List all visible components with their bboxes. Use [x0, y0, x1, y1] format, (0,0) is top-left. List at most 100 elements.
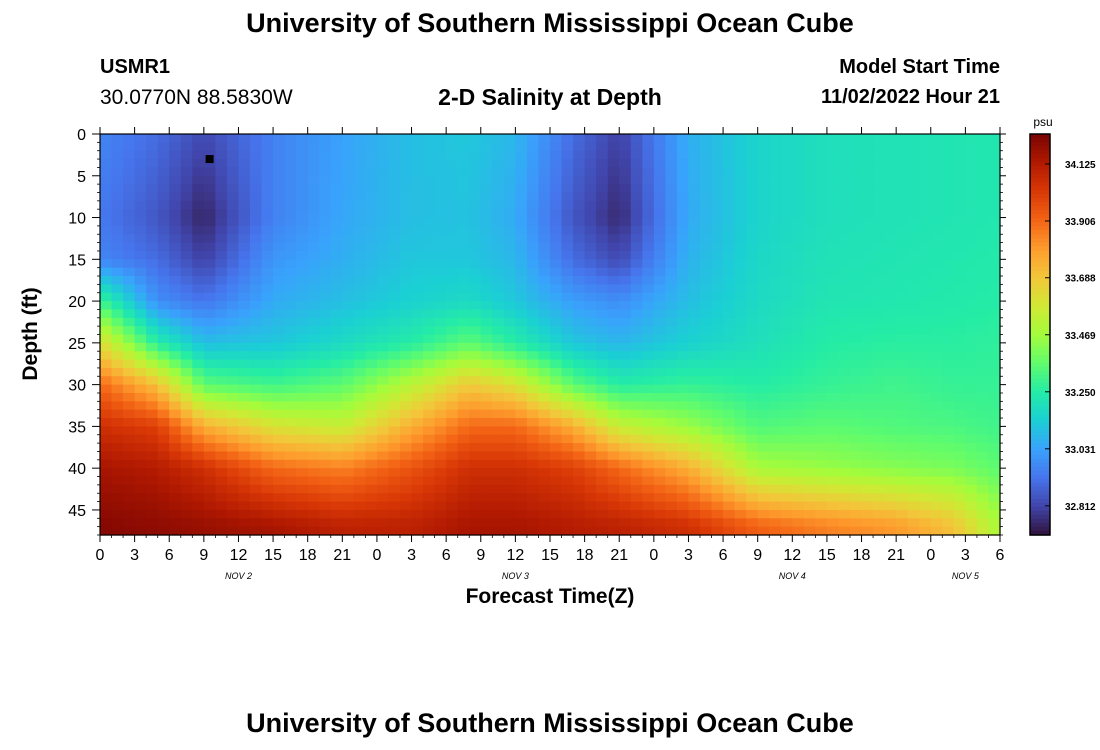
- heatmap-cell: [192, 250, 205, 260]
- x-tick-label: 6: [165, 547, 174, 564]
- heatmap-cell: [884, 401, 897, 411]
- heatmap-cell: [815, 484, 828, 494]
- heatmap-cell: [261, 434, 274, 444]
- colorbar-swatch: [1030, 506, 1050, 512]
- heatmap-cell: [111, 284, 124, 294]
- heatmap-cell: [134, 392, 147, 402]
- heatmap-cell: [850, 150, 863, 160]
- heatmap-cell: [180, 426, 193, 436]
- heatmap-cell: [630, 451, 643, 461]
- heatmap-cell: [503, 250, 516, 260]
- heatmap-cell: [803, 351, 816, 361]
- heatmap-cell: [826, 192, 840, 202]
- heatmap-cell: [965, 509, 978, 519]
- heatmap-cell: [619, 509, 632, 519]
- heatmap-cell: [653, 150, 666, 160]
- heatmap-cell: [642, 301, 655, 311]
- x-tick-label: 9: [199, 547, 208, 564]
- heatmap-cell: [942, 259, 955, 269]
- heatmap-cell: [769, 217, 782, 227]
- heatmap-cell: [850, 250, 863, 260]
- heatmap-cell: [953, 493, 966, 503]
- heatmap-cell: [273, 267, 286, 277]
- heatmap-cell: [526, 175, 540, 185]
- heatmap-cell: [353, 342, 366, 352]
- heatmap-cell: [965, 526, 978, 536]
- heatmap-cell: [803, 476, 816, 486]
- heatmap-cell: [180, 526, 193, 536]
- heatmap-cell: [942, 367, 955, 377]
- heatmap-cell: [757, 384, 770, 394]
- heatmap-cell: [100, 159, 113, 169]
- heatmap-cell: [850, 225, 863, 235]
- heatmap-cell: [492, 326, 505, 336]
- heatmap-cell: [365, 159, 378, 169]
- heatmap-cell: [296, 150, 309, 160]
- heatmap-cell: [838, 301, 851, 311]
- heatmap-cell: [700, 142, 713, 152]
- heatmap-cell: [342, 159, 355, 169]
- heatmap-cell: [676, 184, 690, 194]
- heatmap-cell: [930, 267, 943, 277]
- heatmap-cell: [630, 351, 643, 361]
- heatmap-cell: [526, 509, 540, 519]
- heatmap-cell: [988, 468, 1001, 478]
- heatmap-cell: [226, 426, 240, 436]
- heatmap-cell: [711, 150, 724, 160]
- colorbar-swatch: [1030, 234, 1050, 239]
- heatmap-cell: [423, 351, 436, 361]
- heatmap-cell: [376, 284, 390, 294]
- heatmap-cell: [734, 401, 747, 411]
- heatmap-cell: [573, 468, 586, 478]
- heatmap-cell: [792, 342, 805, 352]
- heatmap-cell: [734, 334, 747, 344]
- heatmap-cell: [653, 367, 666, 377]
- heatmap-cell: [203, 459, 216, 469]
- heatmap-cell: [400, 267, 413, 277]
- heatmap-cell: [503, 309, 516, 319]
- heatmap-cell: [988, 225, 1001, 235]
- heatmap-cell: [342, 259, 355, 269]
- heatmap-cell: [146, 426, 159, 436]
- colorbar-swatch: [1030, 394, 1050, 400]
- heatmap-cell: [388, 267, 401, 277]
- heatmap-cell: [619, 209, 632, 219]
- heatmap-cell: [469, 451, 482, 461]
- y-tick-label: 25: [68, 336, 86, 353]
- heatmap-cell: [780, 451, 793, 461]
- heatmap-cell: [838, 184, 851, 194]
- heatmap-cell: [573, 192, 586, 202]
- heatmap-cell: [815, 284, 828, 294]
- heatmap-cell: [792, 259, 805, 269]
- heatmap-cell: [815, 301, 828, 311]
- heatmap-cell: [146, 159, 159, 169]
- heatmap-cell: [550, 434, 563, 444]
- heatmap-cell: [284, 217, 297, 227]
- heatmap-cell: [376, 242, 390, 252]
- heatmap-cell: [330, 418, 343, 427]
- heatmap-cell: [146, 134, 159, 143]
- x-tick-label: 15: [818, 547, 836, 564]
- heatmap-cell: [734, 276, 747, 285]
- heatmap-cell: [976, 493, 990, 503]
- heatmap-cell: [780, 326, 793, 336]
- heatmap-cell: [307, 242, 320, 252]
- heatmap-cell: [803, 376, 816, 386]
- heatmap-cell: [342, 526, 355, 536]
- heatmap-cell: [423, 276, 436, 285]
- heatmap-cell: [965, 134, 978, 143]
- heatmap-cell: [607, 284, 620, 294]
- heatmap-cell: [584, 250, 597, 260]
- heatmap-cell: [930, 418, 943, 427]
- heatmap-cell: [526, 434, 540, 444]
- heatmap-cell: [434, 175, 447, 185]
- heatmap-cell: [561, 142, 574, 152]
- heatmap-cell: [792, 175, 805, 185]
- heatmap-cell: [607, 526, 620, 536]
- heatmap-cell: [700, 234, 713, 244]
- heatmap-cell: [838, 509, 851, 519]
- heatmap-cell: [146, 392, 159, 402]
- heatmap-cell: [192, 376, 205, 386]
- footer-title: University of Southern Mississippi Ocean…: [246, 708, 854, 738]
- heatmap-cell: [526, 326, 540, 336]
